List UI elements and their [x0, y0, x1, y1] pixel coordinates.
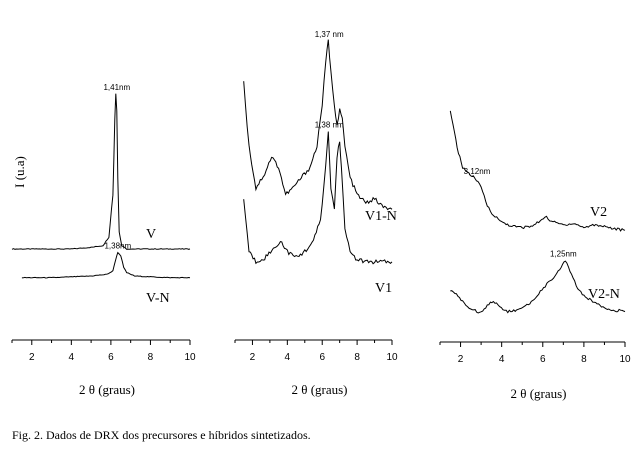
x-tick-label: 6	[319, 352, 325, 363]
x-tick-label: 4	[69, 352, 75, 363]
peak-annotation: 3,12nm	[464, 167, 491, 176]
series-line-v	[11, 93, 191, 250]
figure-caption: Fig. 2. Dados de DRX dos precursores e h…	[12, 428, 311, 442]
series-line-v1	[243, 131, 393, 265]
x-axis-label: 2 θ (graus)	[291, 382, 347, 397]
peak-annotation: 1,41nm	[103, 83, 130, 92]
series-label: V	[146, 227, 156, 242]
series-label: V1	[375, 281, 392, 296]
chart-panel-3: 2 4 6 8 10 2 θ (graus) V2 V2-N 3,12nm 1,25nm	[439, 110, 631, 401]
chart-panel-2: 2 4 6 8 10 2 θ (graus) V1-N V1 1,37 nm 1,38 nm	[234, 30, 398, 397]
data-point	[339, 139, 340, 140]
series-label: V2	[590, 205, 607, 220]
series-line-v2-n	[450, 260, 626, 314]
series-label: V-N	[146, 291, 170, 306]
data-point	[481, 312, 482, 313]
x-tick-label: 8	[148, 352, 154, 363]
peak-annotation: 1,38 nm	[315, 120, 344, 129]
series-label: V2-N	[588, 287, 620, 302]
x-tick-label: 8	[581, 354, 587, 365]
x-tick-label: 10	[386, 352, 398, 363]
x-tick-label: 6	[540, 354, 546, 365]
series-line-v2	[449, 110, 626, 232]
data-point	[295, 257, 296, 258]
chart-panel-1: 2 4 6 8 10 2 θ (graus) V V-N 1,41nm 1,38nm	[11, 83, 196, 397]
x-tick-label: 2	[458, 354, 464, 365]
peak-annotation: 1,38nm	[104, 241, 131, 250]
x-tick-label: 6	[108, 352, 114, 363]
series-line-v-n	[21, 251, 191, 279]
x-tick-label: 10	[184, 352, 196, 363]
x-tick-label: 2	[29, 352, 35, 363]
x-tick-label: 10	[619, 354, 631, 365]
peak-annotation: 1,37 nm	[315, 30, 344, 39]
data-point	[365, 261, 366, 262]
peak-annotation: 1,25nm	[550, 250, 577, 259]
x-tick-label: 2	[250, 352, 256, 363]
y-axis-label: I (u.a)	[12, 156, 27, 188]
x-axis-label: 2 θ (graus)	[510, 386, 566, 401]
x-axis-label: 2 θ (graus)	[79, 382, 135, 397]
x-tick-label: 4	[499, 354, 505, 365]
series-line-v1-n	[243, 39, 393, 211]
x-tick-label: 4	[285, 352, 291, 363]
data-point	[383, 261, 384, 262]
x-tick-label: 8	[354, 352, 360, 363]
series-label: V1-N	[365, 209, 397, 224]
